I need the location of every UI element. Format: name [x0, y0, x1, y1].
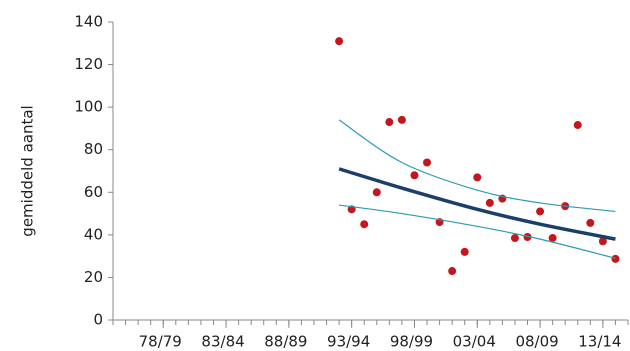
- data-point: [410, 171, 419, 180]
- y-axis-label: gemiddeld aantal: [19, 105, 37, 236]
- y-tick-label: 140: [74, 13, 103, 31]
- y-tick-label: 80: [84, 140, 103, 158]
- data-point: [573, 121, 582, 130]
- x-tick-label: 13/14: [578, 333, 621, 351]
- data-point: [598, 237, 607, 246]
- data-point: [372, 188, 381, 197]
- data-point: [586, 218, 595, 227]
- data-point: [423, 158, 432, 167]
- trend-line: [338, 167, 616, 241]
- data-point: [473, 173, 482, 182]
- trend-line: [338, 119, 616, 213]
- data-point: [460, 247, 469, 256]
- x-tick-label: 98/99: [390, 333, 433, 351]
- x-tick-label: 78/79: [139, 333, 182, 351]
- data-point: [523, 232, 532, 241]
- data-point: [548, 234, 557, 243]
- data-point: [360, 220, 369, 229]
- y-tick-label: 100: [74, 98, 103, 116]
- x-tick-label: 93/94: [327, 333, 370, 351]
- data-point: [385, 118, 394, 127]
- x-tick-label: 08/09: [515, 333, 558, 351]
- trend-line: [339, 204, 616, 259]
- y-tick-label: 60: [84, 183, 103, 201]
- y-tick-label: 20: [84, 268, 103, 286]
- data-point: [510, 234, 519, 243]
- x-tick-label: 03/04: [453, 333, 496, 351]
- data-point: [485, 198, 494, 207]
- y-tick-label: 0: [93, 311, 103, 329]
- y-tick-label: 120: [74, 55, 103, 73]
- data-point: [448, 267, 457, 276]
- x-tick-label: 88/89: [264, 333, 307, 351]
- data-point: [397, 115, 406, 124]
- data-point: [611, 254, 620, 263]
- y-tick-label: 40: [84, 225, 103, 243]
- data-point: [536, 207, 545, 216]
- x-tick-label: 83/84: [201, 333, 244, 351]
- data-point: [335, 37, 344, 46]
